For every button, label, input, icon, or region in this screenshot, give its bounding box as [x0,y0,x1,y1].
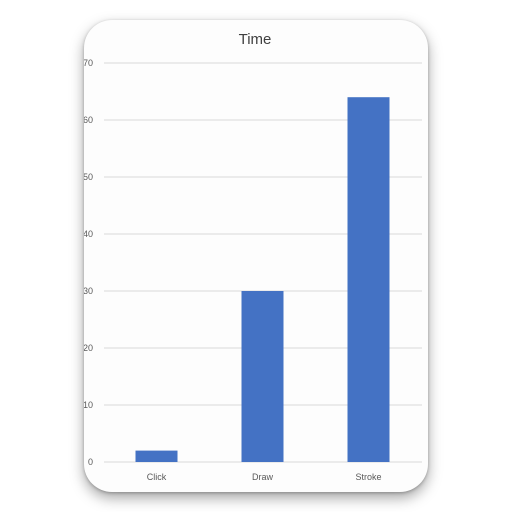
y-tick-label: 20 [84,343,93,353]
bar-stroke [347,97,390,462]
bar-click [135,450,178,462]
chart-title: Time [239,31,272,48]
y-tick-label: 0 [88,457,93,467]
bar-chart: Time 0 10 20 30 40 50 60 70 Click Draw Stroke [84,31,422,482]
x-axis-ticks: Click Draw Stroke [147,472,382,482]
y-axis-ticks: 0 10 20 30 40 50 60 70 [84,58,93,467]
x-tick-label: Stroke [355,472,381,482]
bars [135,97,390,462]
y-tick-label: 70 [84,58,93,68]
chart-card: Time 0 10 20 30 40 50 60 70 Click Draw Stroke [84,20,428,492]
y-tick-label: 10 [84,400,93,410]
x-tick-label: Draw [252,472,274,482]
y-tick-label: 60 [84,115,93,125]
bar-draw [241,291,284,462]
y-tick-label: 50 [84,172,93,182]
y-tick-label: 30 [84,286,93,296]
x-tick-label: Click [147,472,167,482]
y-tick-label: 40 [84,229,93,239]
